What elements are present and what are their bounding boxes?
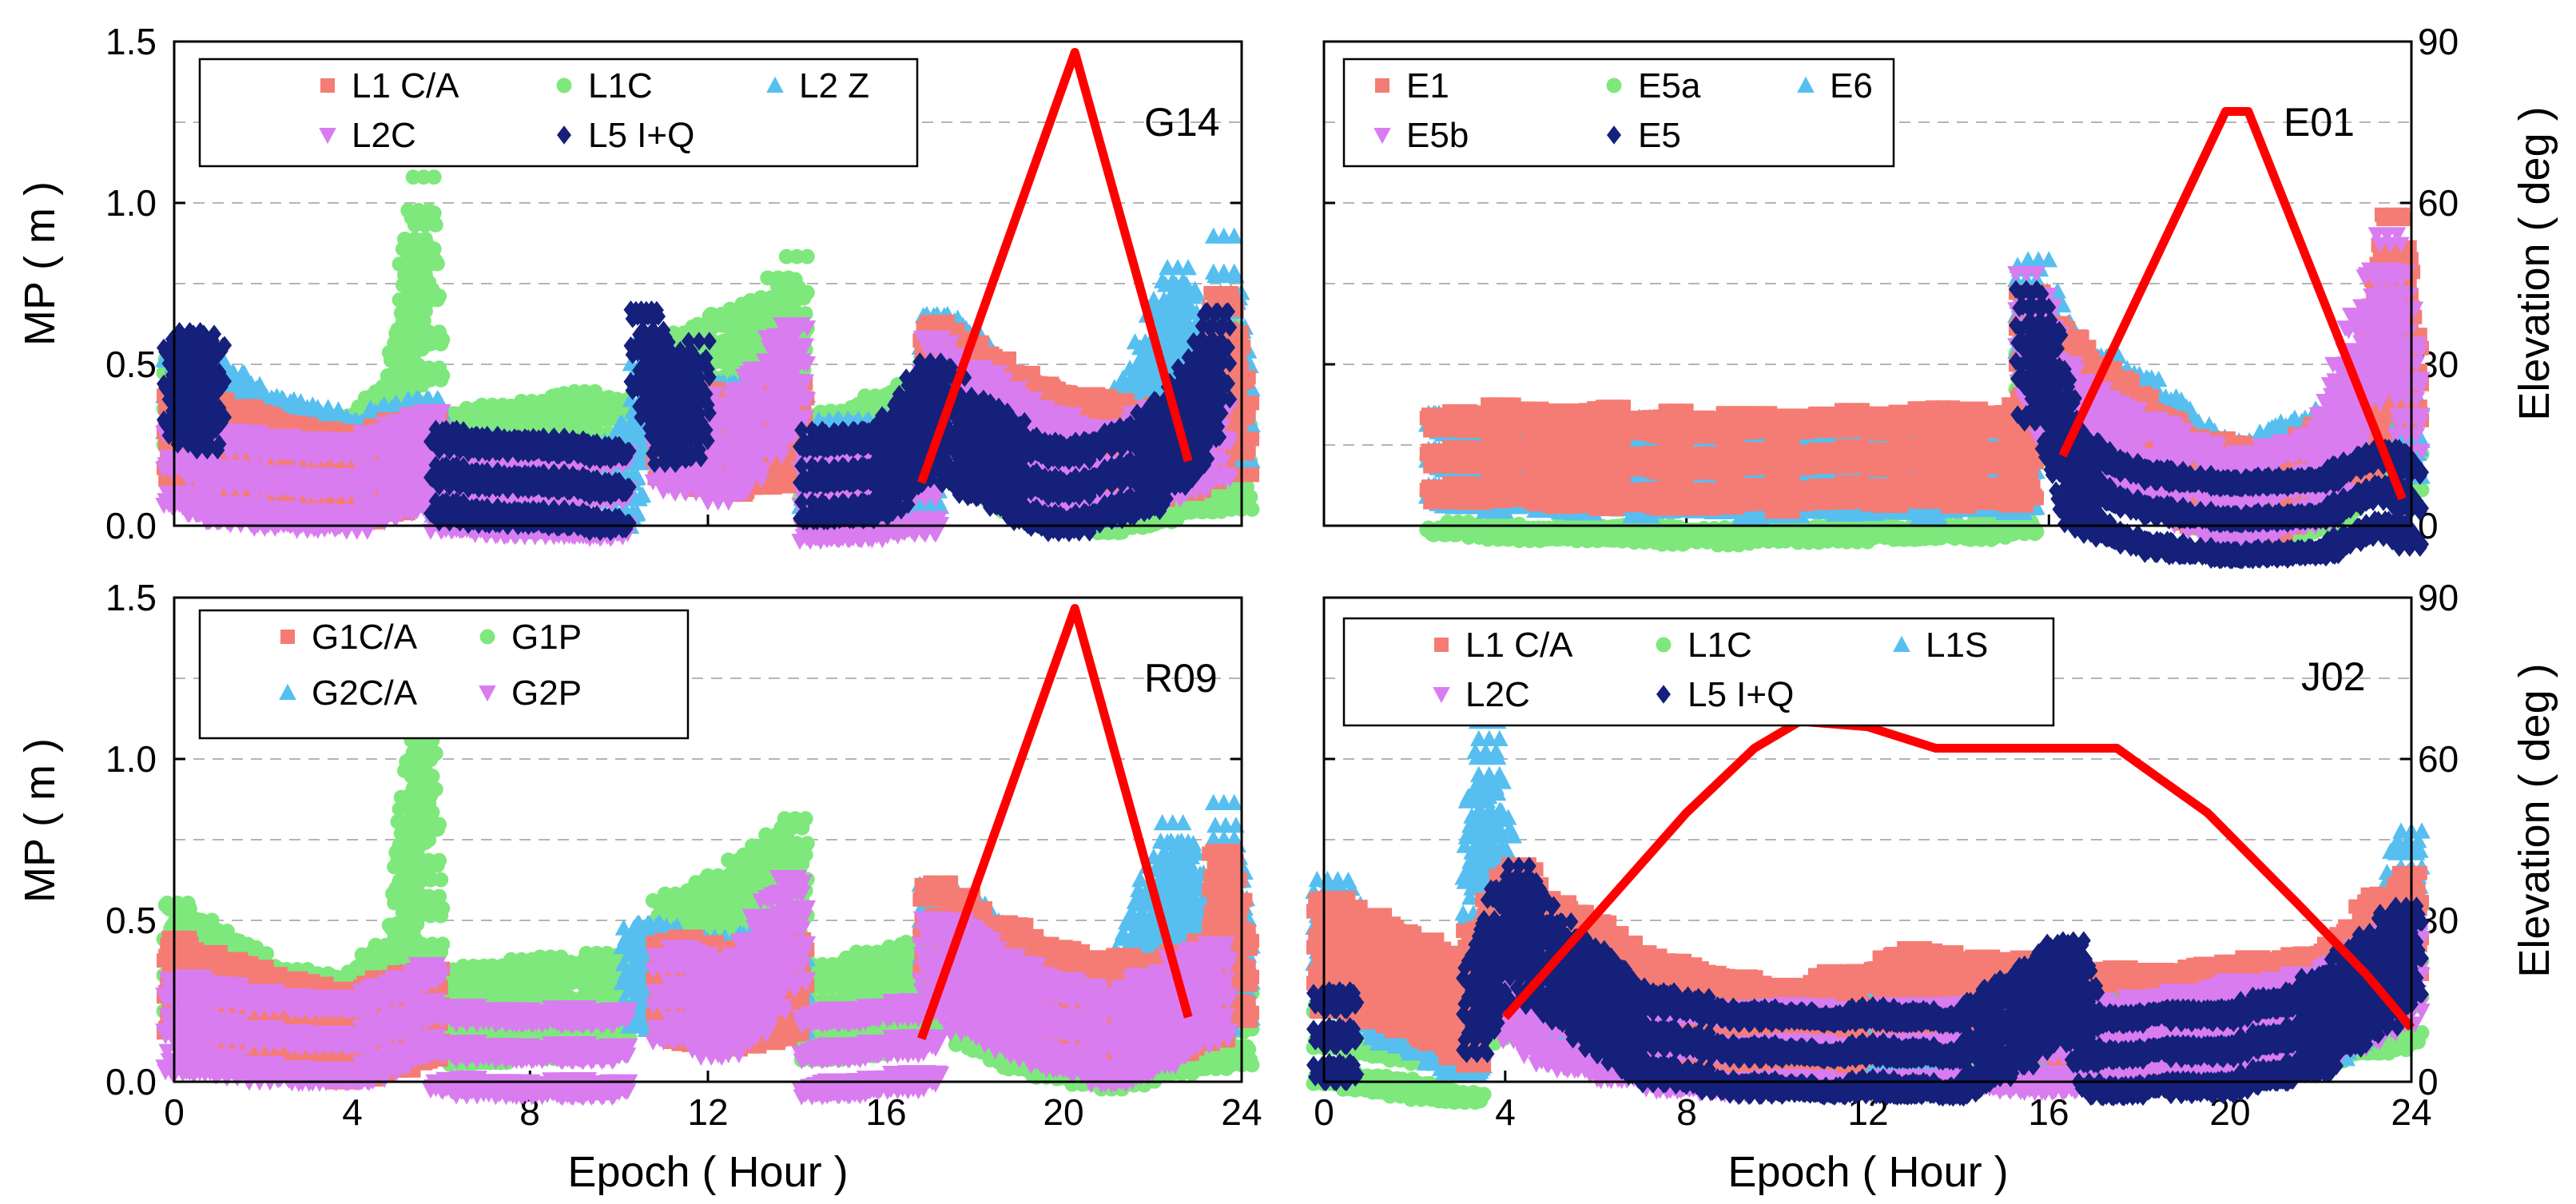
multipath-figure: MP ( m ) MP ( m ) Elevation ( deg ) Elev…	[0, 0, 2576, 1204]
xtick-left-1: 4	[342, 1091, 363, 1133]
xtick-right-0: 0	[1314, 1091, 1334, 1133]
xtick-right-1: 4	[1495, 1091, 1516, 1133]
ytick-bottom-0: 0.0	[105, 1061, 157, 1103]
xtick-left-3: 12	[687, 1091, 728, 1133]
elevtick-bottom-2: 60	[2418, 738, 2459, 780]
xtick-right-6: 24	[2391, 1091, 2431, 1133]
xtick-left-4: 16	[865, 1091, 906, 1133]
ytick-top-1: 0.5	[105, 344, 157, 385]
ytick-top-2: 1.0	[105, 182, 157, 224]
elevtick-bottom-3: 90	[2418, 577, 2459, 618]
xlabel-left: Epoch ( Hour )	[567, 1148, 848, 1196]
elevtick-top-3: 90	[2418, 21, 2459, 62]
xlabel-right: Epoch ( Hour )	[1727, 1148, 2008, 1196]
ytick-bottom-3: 1.5	[105, 577, 157, 618]
elevtick-top-2: 60	[2418, 182, 2459, 224]
xtick-left-6: 24	[1221, 1091, 1262, 1133]
ytick-top-3: 1.5	[105, 21, 157, 62]
left-ylabel-top: MP ( m )	[16, 181, 64, 346]
xtick-right-2: 8	[1676, 1091, 1697, 1133]
right-ylabel-bottom: Elevation ( deg )	[2510, 663, 2558, 977]
xtick-left-5: 20	[1043, 1091, 1083, 1133]
ytick-top-0: 0.0	[105, 505, 157, 546]
right-ylabel-top: Elevation ( deg )	[2510, 106, 2558, 420]
left-ylabel-bottom: MP ( m )	[16, 738, 64, 903]
xtick-left-0: 0	[164, 1091, 185, 1133]
ytick-bottom-1: 0.5	[105, 900, 157, 941]
ytick-bottom-2: 1.0	[105, 738, 157, 780]
